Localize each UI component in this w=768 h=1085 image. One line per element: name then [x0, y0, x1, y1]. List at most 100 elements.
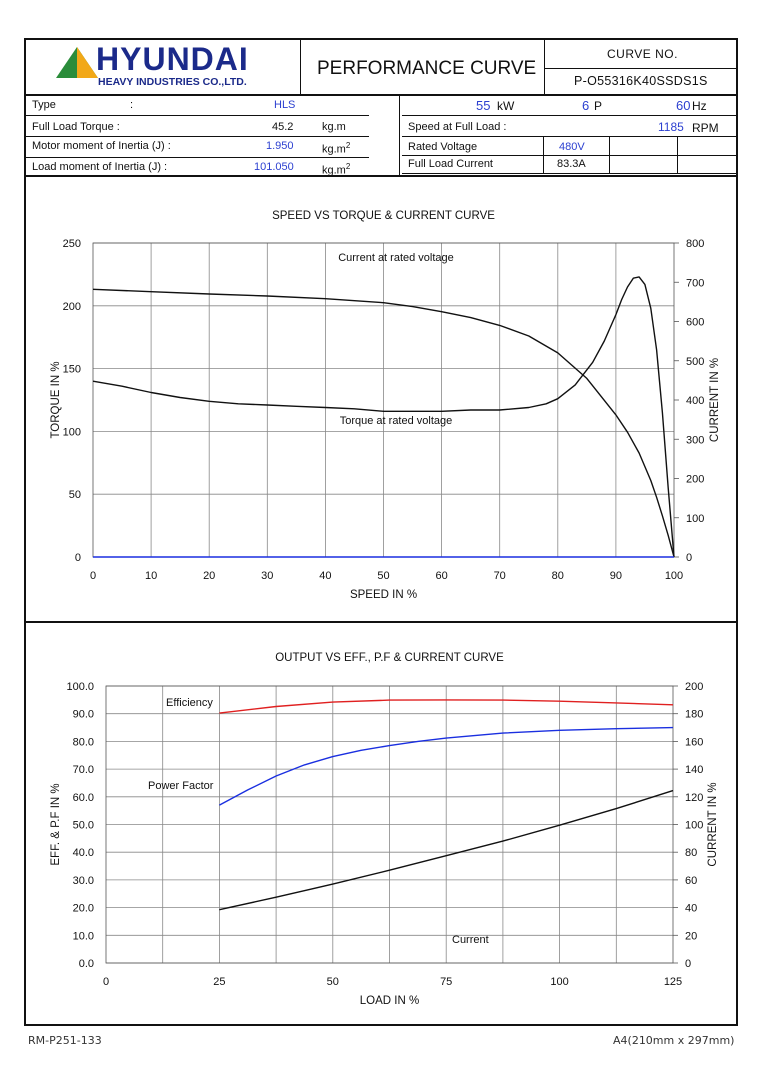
x-tick-label: 100 [550, 976, 568, 988]
y2-tick-label: 80 [685, 847, 697, 859]
y2-tick-label: 500 [686, 356, 704, 368]
y-tick-label: 100.0 [66, 681, 94, 693]
paper-size: A4(210mm x 297mm) [613, 1034, 735, 1047]
annotation-current: Current [452, 934, 489, 946]
x-tick-label: 80 [552, 570, 564, 582]
y-tick-label: 50 [69, 489, 81, 501]
company-subtitle: HEAVY INDUSTRIES CO.,LTD. [98, 76, 247, 88]
y2-axis-label: CURRENT IN % [707, 782, 719, 866]
spec-power-value: 55 [476, 98, 491, 113]
y2-tick-label: 0 [685, 958, 691, 970]
spec-poles-value: 6 [582, 98, 590, 113]
y-tick-label: 0 [75, 552, 81, 564]
spec-full-load-current-value: 83.3A [557, 158, 586, 170]
y-tick-label: 80.0 [73, 736, 94, 748]
annotation-torque-at-rated-voltage: Torque at rated voltage [340, 415, 453, 427]
y2-tick-label: 40 [685, 903, 697, 915]
speed-torque-current-chart: SPEED VS TORQUE & CURRENT CURVE050100150… [50, 210, 721, 601]
doc-code: RM-P251-133 [28, 1034, 102, 1047]
y-tick-label: 50.0 [73, 820, 94, 832]
spec-motor-inertia-value: 1.950 [266, 140, 294, 152]
spec-speed-label: Speed at Full Load : [408, 121, 507, 133]
spec-poles-unit: P [594, 99, 603, 113]
series-line-efficiency [219, 699, 674, 714]
y-tick-label: 90.0 [73, 709, 94, 721]
spec-freq-unit: Hz [692, 99, 707, 113]
y2-tick-label: 200 [685, 681, 703, 693]
curve-no-label: CURVE NO. [607, 47, 678, 61]
y-tick-label: 10.0 [73, 930, 94, 942]
x-tick-label: 25 [213, 976, 225, 988]
series-line-torque-at-rated-voltage [92, 276, 675, 558]
x-tick-label: 0 [103, 976, 109, 988]
x-tick-label: 50 [377, 570, 389, 582]
y2-tick-label: 20 [685, 930, 697, 942]
spec-motor-inertia-unit: kg.m2 [322, 141, 351, 156]
annotation-power-factor: Power Factor [148, 780, 214, 792]
y-axis-label: TORQUE IN % [50, 361, 62, 438]
spec-rated-voltage-label: Rated Voltage [408, 141, 478, 153]
spec-type-value: HLS [274, 99, 296, 111]
spec-power-unit: kW [497, 99, 515, 113]
chart-title: OUTPUT VS EFF., P.F & CURRENT CURVE [275, 652, 504, 664]
y2-tick-label: 160 [685, 736, 703, 748]
y2-tick-label: 400 [686, 395, 704, 407]
performance-curve-sheet: HYUNDAI HEAVY INDUSTRIES CO.,LTD. PERFOR… [24, 38, 738, 1026]
y2-tick-label: 60 [685, 875, 697, 887]
spec-torque-unit: kg.m [322, 121, 346, 133]
x-tick-label: 20 [203, 570, 215, 582]
y-tick-label: 100 [63, 426, 81, 438]
x-tick-label: 50 [327, 976, 339, 988]
spec-torque-value: 45.2 [272, 121, 294, 133]
x-axis-label: LOAD IN % [360, 995, 419, 1007]
y-tick-label: 0.0 [79, 958, 94, 970]
spec-load-inertia-unit: kg.m2 [322, 162, 351, 177]
x-tick-label: 125 [664, 976, 682, 988]
x-tick-label: 40 [319, 570, 331, 582]
spec-load-inertia-value: 101.050 [254, 161, 294, 173]
y-tick-label: 60.0 [73, 792, 94, 804]
y2-tick-label: 300 [686, 434, 704, 446]
x-tick-label: 60 [435, 570, 447, 582]
output-eff-pf-current-chart: OUTPUT VS EFF., P.F & CURRENT CURVE 0.0 10… [50, 652, 719, 1007]
series-line-current [219, 789, 674, 911]
y2-tick-label: 100 [685, 820, 703, 832]
spec-speed-value: 1185 [658, 120, 684, 134]
curve-no-value: P-O55316K40SSDS1S [574, 74, 708, 88]
series-line-power-factor [219, 726, 674, 806]
chart-title: SPEED VS TORQUE & CURRENT CURVE [272, 210, 495, 222]
spec-load-inertia-label: Load moment of Inertia (J) : [32, 161, 168, 173]
spec-full-load-current-label: Full Load Current [408, 158, 493, 170]
y2-tick-label: 0 [686, 552, 692, 564]
spec-torque-label: Full Load Torque : [32, 121, 120, 133]
y2-tick-label: 200 [686, 474, 704, 486]
spec-speed-unit: RPM [692, 121, 719, 135]
y-axis-label: EFF. & P.F IN % [50, 783, 62, 865]
y2-axis-label: CURRENT IN % [709, 358, 721, 442]
x-tick-label: 70 [494, 570, 506, 582]
x-axis-label: SPEED IN % [350, 589, 417, 601]
y-tick-label: 200 [63, 301, 81, 313]
annotation-current-at-rated-voltage: Current at rated voltage [338, 252, 454, 264]
y-tick-label: 150 [63, 364, 81, 376]
spec-type-label: Type [32, 99, 56, 111]
spec-motor-inertia-label: Motor moment of Inertia (J) : [32, 140, 171, 152]
annotation-efficiency: Efficiency [166, 697, 213, 709]
y2-tick-label: 120 [685, 792, 703, 804]
x-tick-label: 30 [261, 570, 273, 582]
spec-rated-voltage-value: 480V [559, 141, 585, 153]
x-tick-label: 90 [610, 570, 622, 582]
x-tick-label: 100 [665, 570, 683, 582]
x-tick-label: 10 [145, 570, 157, 582]
spec-freq-value: 60 [676, 98, 691, 113]
y2-tick-label: 700 [686, 277, 704, 289]
x-tick-label: 75 [440, 976, 452, 988]
document-title: PERFORMANCE CURVE [317, 58, 537, 79]
spec-type-colon: : [130, 99, 134, 111]
y2-tick-label: 800 [686, 238, 704, 250]
y2-tick-label: 140 [685, 764, 703, 776]
company-name: HYUNDAI [96, 41, 249, 77]
y2-tick-label: 100 [686, 513, 704, 525]
y-tick-label: 70.0 [73, 764, 94, 776]
series-line-current-at-rated-voltage [92, 288, 675, 558]
